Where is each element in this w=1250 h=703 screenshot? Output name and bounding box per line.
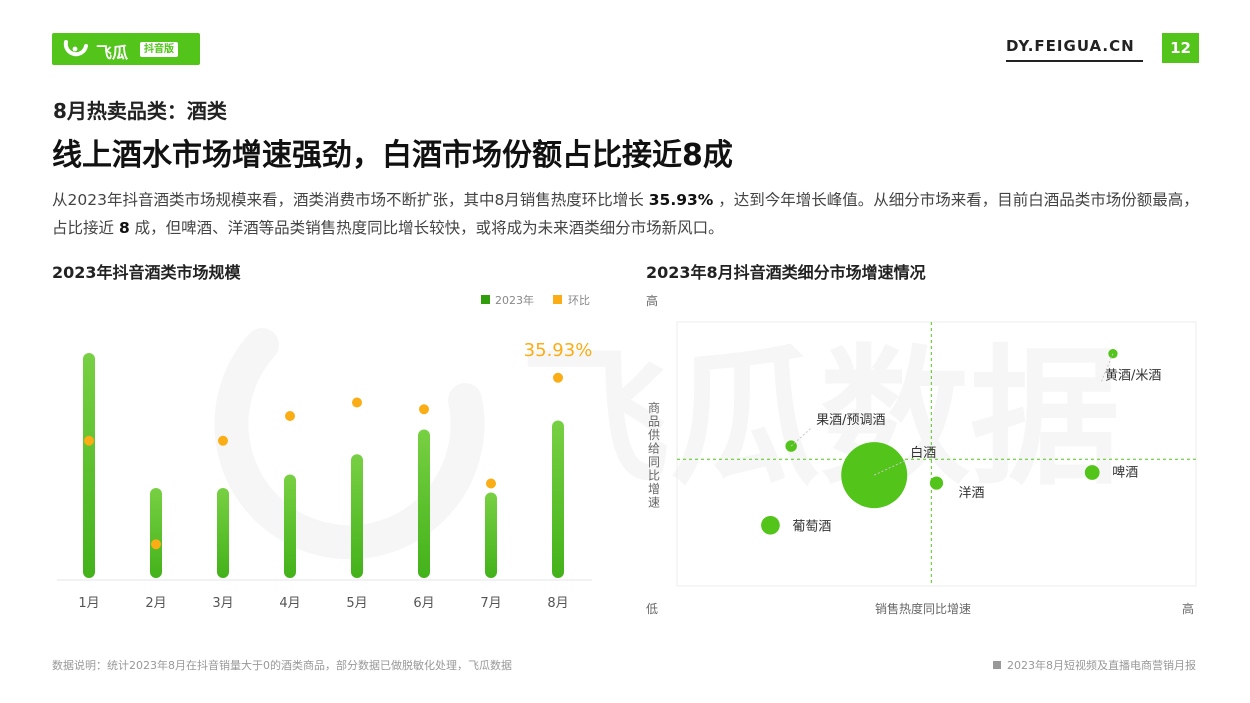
ratio-dot-3月 xyxy=(218,435,228,446)
ratio-series xyxy=(84,372,563,550)
data-note: 数据说明：统计2023年8月在抖音销量大于0的酒类商品，部分数据已做脱敏化处理，… xyxy=(52,659,512,672)
bubble-label: 果酒/预调酒 xyxy=(816,413,885,428)
ratio-dot-4月 xyxy=(285,411,295,421)
x-axis-label: 销售热度同比增速 xyxy=(875,601,971,616)
bubble-啤酒: 啤酒 xyxy=(1084,465,1138,480)
bubble-白酒: 白酒 xyxy=(841,442,936,509)
legend-label-ratio: 环比 xyxy=(568,294,590,307)
bubble-leader-line xyxy=(790,426,813,447)
x-tick-5月: 5月 xyxy=(346,596,367,611)
bubble-leader-line xyxy=(1100,353,1114,383)
bar-2月 xyxy=(150,488,162,578)
bubble-circle xyxy=(1084,465,1100,480)
x-tick-6月: 6月 xyxy=(413,596,434,611)
ratio-dot-2月 xyxy=(151,539,161,550)
bubble-label: 洋酒 xyxy=(959,486,985,501)
bubble-label: 黄酒/米酒 xyxy=(1105,369,1161,384)
x-high-label: 高 xyxy=(1182,601,1194,616)
legend-swatch-bar xyxy=(481,295,490,304)
report-name: 2023年8月短视频及直播电商营销月报 xyxy=(993,657,1196,673)
x-low-label: 低 xyxy=(646,602,658,616)
bubble-黄酒/米酒: 黄酒/米酒 xyxy=(1100,349,1161,384)
bar-data-labels: 35.93% xyxy=(524,340,593,361)
y-high-label: 高 xyxy=(646,293,658,308)
bubble-label: 白酒 xyxy=(910,445,936,461)
data-label-8月: 35.93% xyxy=(524,340,593,361)
bar-6月 xyxy=(418,429,430,578)
x-tick-3月: 3月 xyxy=(212,596,233,611)
site-underline xyxy=(1006,60,1143,62)
x-tick-1月: 1月 xyxy=(78,596,99,611)
brand-sub-badge: 抖音版 xyxy=(140,42,178,57)
bar-chart: 2023年 环比 1月 2月 3月 4月 5月 6月 7月 8月 35.93% xyxy=(57,293,593,611)
bar-series xyxy=(83,353,564,578)
bubble-洋酒: 洋酒 xyxy=(929,476,985,501)
legend-label-bar: 2023年 xyxy=(495,293,534,307)
bubble-circle xyxy=(929,476,944,490)
bar-3月 xyxy=(217,488,229,578)
report-title: 2023年8月短视频及直播电商营销月报 xyxy=(1007,659,1196,672)
brand-logo: 飞瓜 抖音版 xyxy=(52,33,200,65)
melon-logo-icon xyxy=(63,40,88,57)
x-tick-4月: 4月 xyxy=(279,596,300,611)
bubble-label: 啤酒 xyxy=(1112,465,1138,480)
bubble-果酒/预调酒: 果酒/预调酒 xyxy=(785,413,886,452)
description-part-1: 从2023年抖音酒类市场规模来看，酒类消费市场不断扩张，其中8月销售热度环比增长 xyxy=(52,191,649,209)
bar-x-axis: 1月 2月 3月 4月 5月 6月 7月 8月 xyxy=(78,596,568,611)
bubble-circle xyxy=(761,515,780,535)
description-part-3: 成，但啤酒、洋酒等品类销售热度同比增长较快，或将成为未来酒类细分市场新风口。 xyxy=(129,219,724,237)
bar-7月 xyxy=(485,492,497,578)
bar-1月 xyxy=(83,353,95,578)
bubble-葡萄酒: 葡萄酒 xyxy=(761,515,831,535)
ratio-dot-5月 xyxy=(352,397,362,408)
bar-chart-legend: 2023年 环比 xyxy=(481,293,590,307)
brand-name: 飞瓜 xyxy=(96,43,129,62)
bar-8月 xyxy=(552,420,564,578)
ratio-dot-8月 xyxy=(553,372,563,383)
ratio-dot-6月 xyxy=(419,404,429,415)
x-tick-8月: 8月 xyxy=(547,596,568,611)
page-title: 线上酒水市场增速强劲，白酒市场份额占比接近8成 xyxy=(52,138,733,173)
site-url[interactable]: DY.FEIGUA.CN xyxy=(1006,37,1135,55)
bubble-chart-title: 2023年8月抖音酒类细分市场增速情况 xyxy=(646,263,926,282)
ratio-dot-1月 xyxy=(84,435,94,446)
description-highlight-2: 8 xyxy=(118,219,130,237)
bubble-circle xyxy=(841,442,908,509)
bar-chart-title: 2023年抖音酒类市场规模 xyxy=(52,263,241,282)
bubble-leader-line xyxy=(874,459,907,476)
ratio-dot-7月 xyxy=(486,478,496,489)
y-axis-label: 商品供给同比增速 xyxy=(648,400,660,510)
description: 从2023年抖音酒类市场规模来看，酒类消费市场不断扩张，其中8月销售热度环比增长… xyxy=(52,186,1202,242)
x-tick-7月: 7月 xyxy=(480,596,501,611)
legend-swatch-ratio xyxy=(553,295,562,304)
square-bullet-icon xyxy=(993,661,1001,669)
section-label: 8月热卖品类：酒类 xyxy=(53,99,227,123)
description-highlight-1: 35.93% xyxy=(648,191,714,209)
description-part-2: ，达到今年增长峰值。从细分市场来看，目前白酒品类市场份额最高，占比接近 xyxy=(52,191,1199,237)
bar-4月 xyxy=(284,474,296,578)
bubble-circle xyxy=(1108,349,1118,359)
bubble-plot-area xyxy=(676,321,1197,587)
bubble-label: 葡萄酒 xyxy=(792,519,831,534)
bubble-chart: 高 低 高 销售热度同比增速 商品供给同比增速 黄酒/米酒果酒/预调酒白酒啤酒洋… xyxy=(646,293,1197,616)
page-number: 12 xyxy=(1162,33,1199,63)
x-tick-2月: 2月 xyxy=(145,596,166,611)
bar-5月 xyxy=(351,454,363,578)
